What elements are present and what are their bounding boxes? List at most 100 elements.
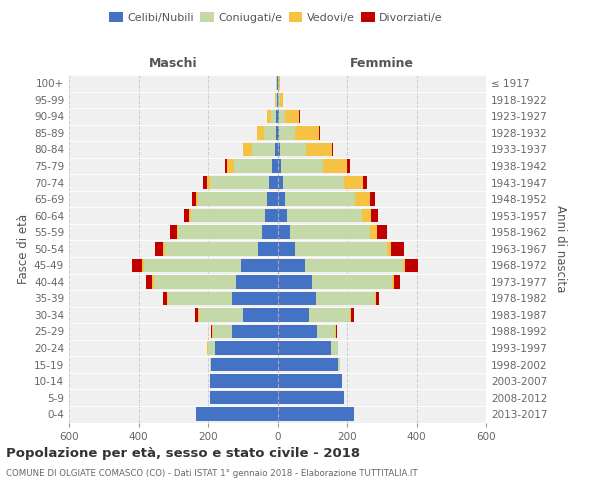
Bar bbox=[305, 258, 403, 272]
Bar bbox=[189, 209, 191, 222]
Bar bbox=[335, 324, 337, 338]
Bar bbox=[281, 159, 323, 173]
Bar bbox=[276, 76, 277, 90]
Bar bbox=[278, 110, 286, 123]
Text: Femmine: Femmine bbox=[350, 57, 414, 70]
Bar bbox=[280, 142, 305, 156]
Bar bbox=[164, 242, 259, 256]
Bar bbox=[227, 159, 234, 173]
Bar bbox=[210, 176, 269, 190]
Bar bbox=[403, 258, 406, 272]
Text: COMUNE DI OLGIATE COMASCO (CO) - Dati ISTAT 1° gennaio 2018 - Elaborazione TUTTI: COMUNE DI OLGIATE COMASCO (CO) - Dati IS… bbox=[6, 469, 418, 478]
Bar bbox=[370, 192, 376, 206]
Bar bbox=[210, 391, 277, 404]
Bar bbox=[305, 142, 332, 156]
Bar bbox=[275, 93, 276, 106]
Bar bbox=[252, 142, 275, 156]
Bar bbox=[142, 258, 144, 272]
Bar bbox=[191, 192, 196, 206]
Bar bbox=[295, 242, 387, 256]
Text: Popolazione per età, sesso e stato civile - 2018: Popolazione per età, sesso e stato civil… bbox=[6, 448, 360, 460]
Y-axis label: Fasce di età: Fasce di età bbox=[17, 214, 30, 284]
Bar bbox=[277, 342, 331, 355]
Bar bbox=[267, 192, 277, 206]
Bar bbox=[285, 192, 355, 206]
Bar bbox=[280, 93, 283, 106]
Bar bbox=[392, 275, 394, 288]
Bar bbox=[152, 275, 154, 288]
Bar bbox=[210, 374, 277, 388]
Bar bbox=[286, 110, 299, 123]
Bar bbox=[177, 226, 178, 239]
Bar bbox=[277, 192, 285, 206]
Bar bbox=[277, 93, 278, 106]
Bar bbox=[279, 126, 295, 140]
Bar bbox=[277, 308, 309, 322]
Bar bbox=[316, 292, 375, 305]
Bar bbox=[276, 126, 277, 140]
Bar bbox=[144, 258, 241, 272]
Bar bbox=[317, 324, 335, 338]
Bar bbox=[277, 209, 287, 222]
Bar bbox=[277, 110, 278, 123]
Bar bbox=[283, 176, 344, 190]
Bar bbox=[347, 159, 350, 173]
Bar bbox=[277, 126, 279, 140]
Bar bbox=[362, 209, 371, 222]
Bar bbox=[146, 275, 152, 288]
Bar bbox=[272, 159, 277, 173]
Bar bbox=[232, 324, 277, 338]
Bar bbox=[178, 226, 262, 239]
Bar bbox=[184, 209, 189, 222]
Bar bbox=[375, 292, 376, 305]
Bar bbox=[323, 159, 347, 173]
Bar bbox=[243, 308, 277, 322]
Bar bbox=[262, 226, 277, 239]
Bar bbox=[236, 275, 277, 288]
Bar bbox=[199, 308, 243, 322]
Bar bbox=[277, 258, 305, 272]
Y-axis label: Anni di nascita: Anni di nascita bbox=[554, 205, 567, 292]
Bar bbox=[275, 142, 277, 156]
Bar bbox=[376, 292, 379, 305]
Bar bbox=[277, 226, 290, 239]
Bar bbox=[309, 308, 350, 322]
Bar bbox=[203, 176, 207, 190]
Bar bbox=[213, 324, 232, 338]
Bar bbox=[287, 209, 362, 222]
Bar bbox=[295, 126, 319, 140]
Bar bbox=[277, 76, 278, 90]
Bar bbox=[196, 308, 198, 322]
Bar bbox=[276, 93, 277, 106]
Bar bbox=[290, 226, 370, 239]
Bar bbox=[257, 126, 263, 140]
Bar bbox=[351, 308, 354, 322]
Bar bbox=[332, 142, 334, 156]
Bar bbox=[263, 126, 276, 140]
Bar bbox=[265, 209, 277, 222]
Bar bbox=[232, 292, 277, 305]
Bar bbox=[191, 209, 265, 222]
Bar bbox=[208, 342, 215, 355]
Bar bbox=[312, 275, 392, 288]
Bar bbox=[168, 292, 232, 305]
Bar bbox=[196, 192, 197, 206]
Bar bbox=[406, 258, 418, 272]
Bar bbox=[277, 324, 317, 338]
Bar bbox=[163, 242, 164, 256]
Bar bbox=[371, 209, 378, 222]
Bar bbox=[344, 176, 362, 190]
Bar bbox=[278, 76, 279, 90]
Bar bbox=[319, 126, 320, 140]
Bar bbox=[277, 408, 354, 421]
Bar bbox=[355, 192, 370, 206]
Bar bbox=[277, 374, 342, 388]
Bar bbox=[163, 292, 167, 305]
Bar bbox=[299, 110, 300, 123]
Bar bbox=[350, 308, 351, 322]
Bar bbox=[155, 242, 163, 256]
Bar bbox=[207, 176, 210, 190]
Bar bbox=[391, 242, 404, 256]
Bar bbox=[154, 275, 236, 288]
Bar bbox=[277, 358, 338, 372]
